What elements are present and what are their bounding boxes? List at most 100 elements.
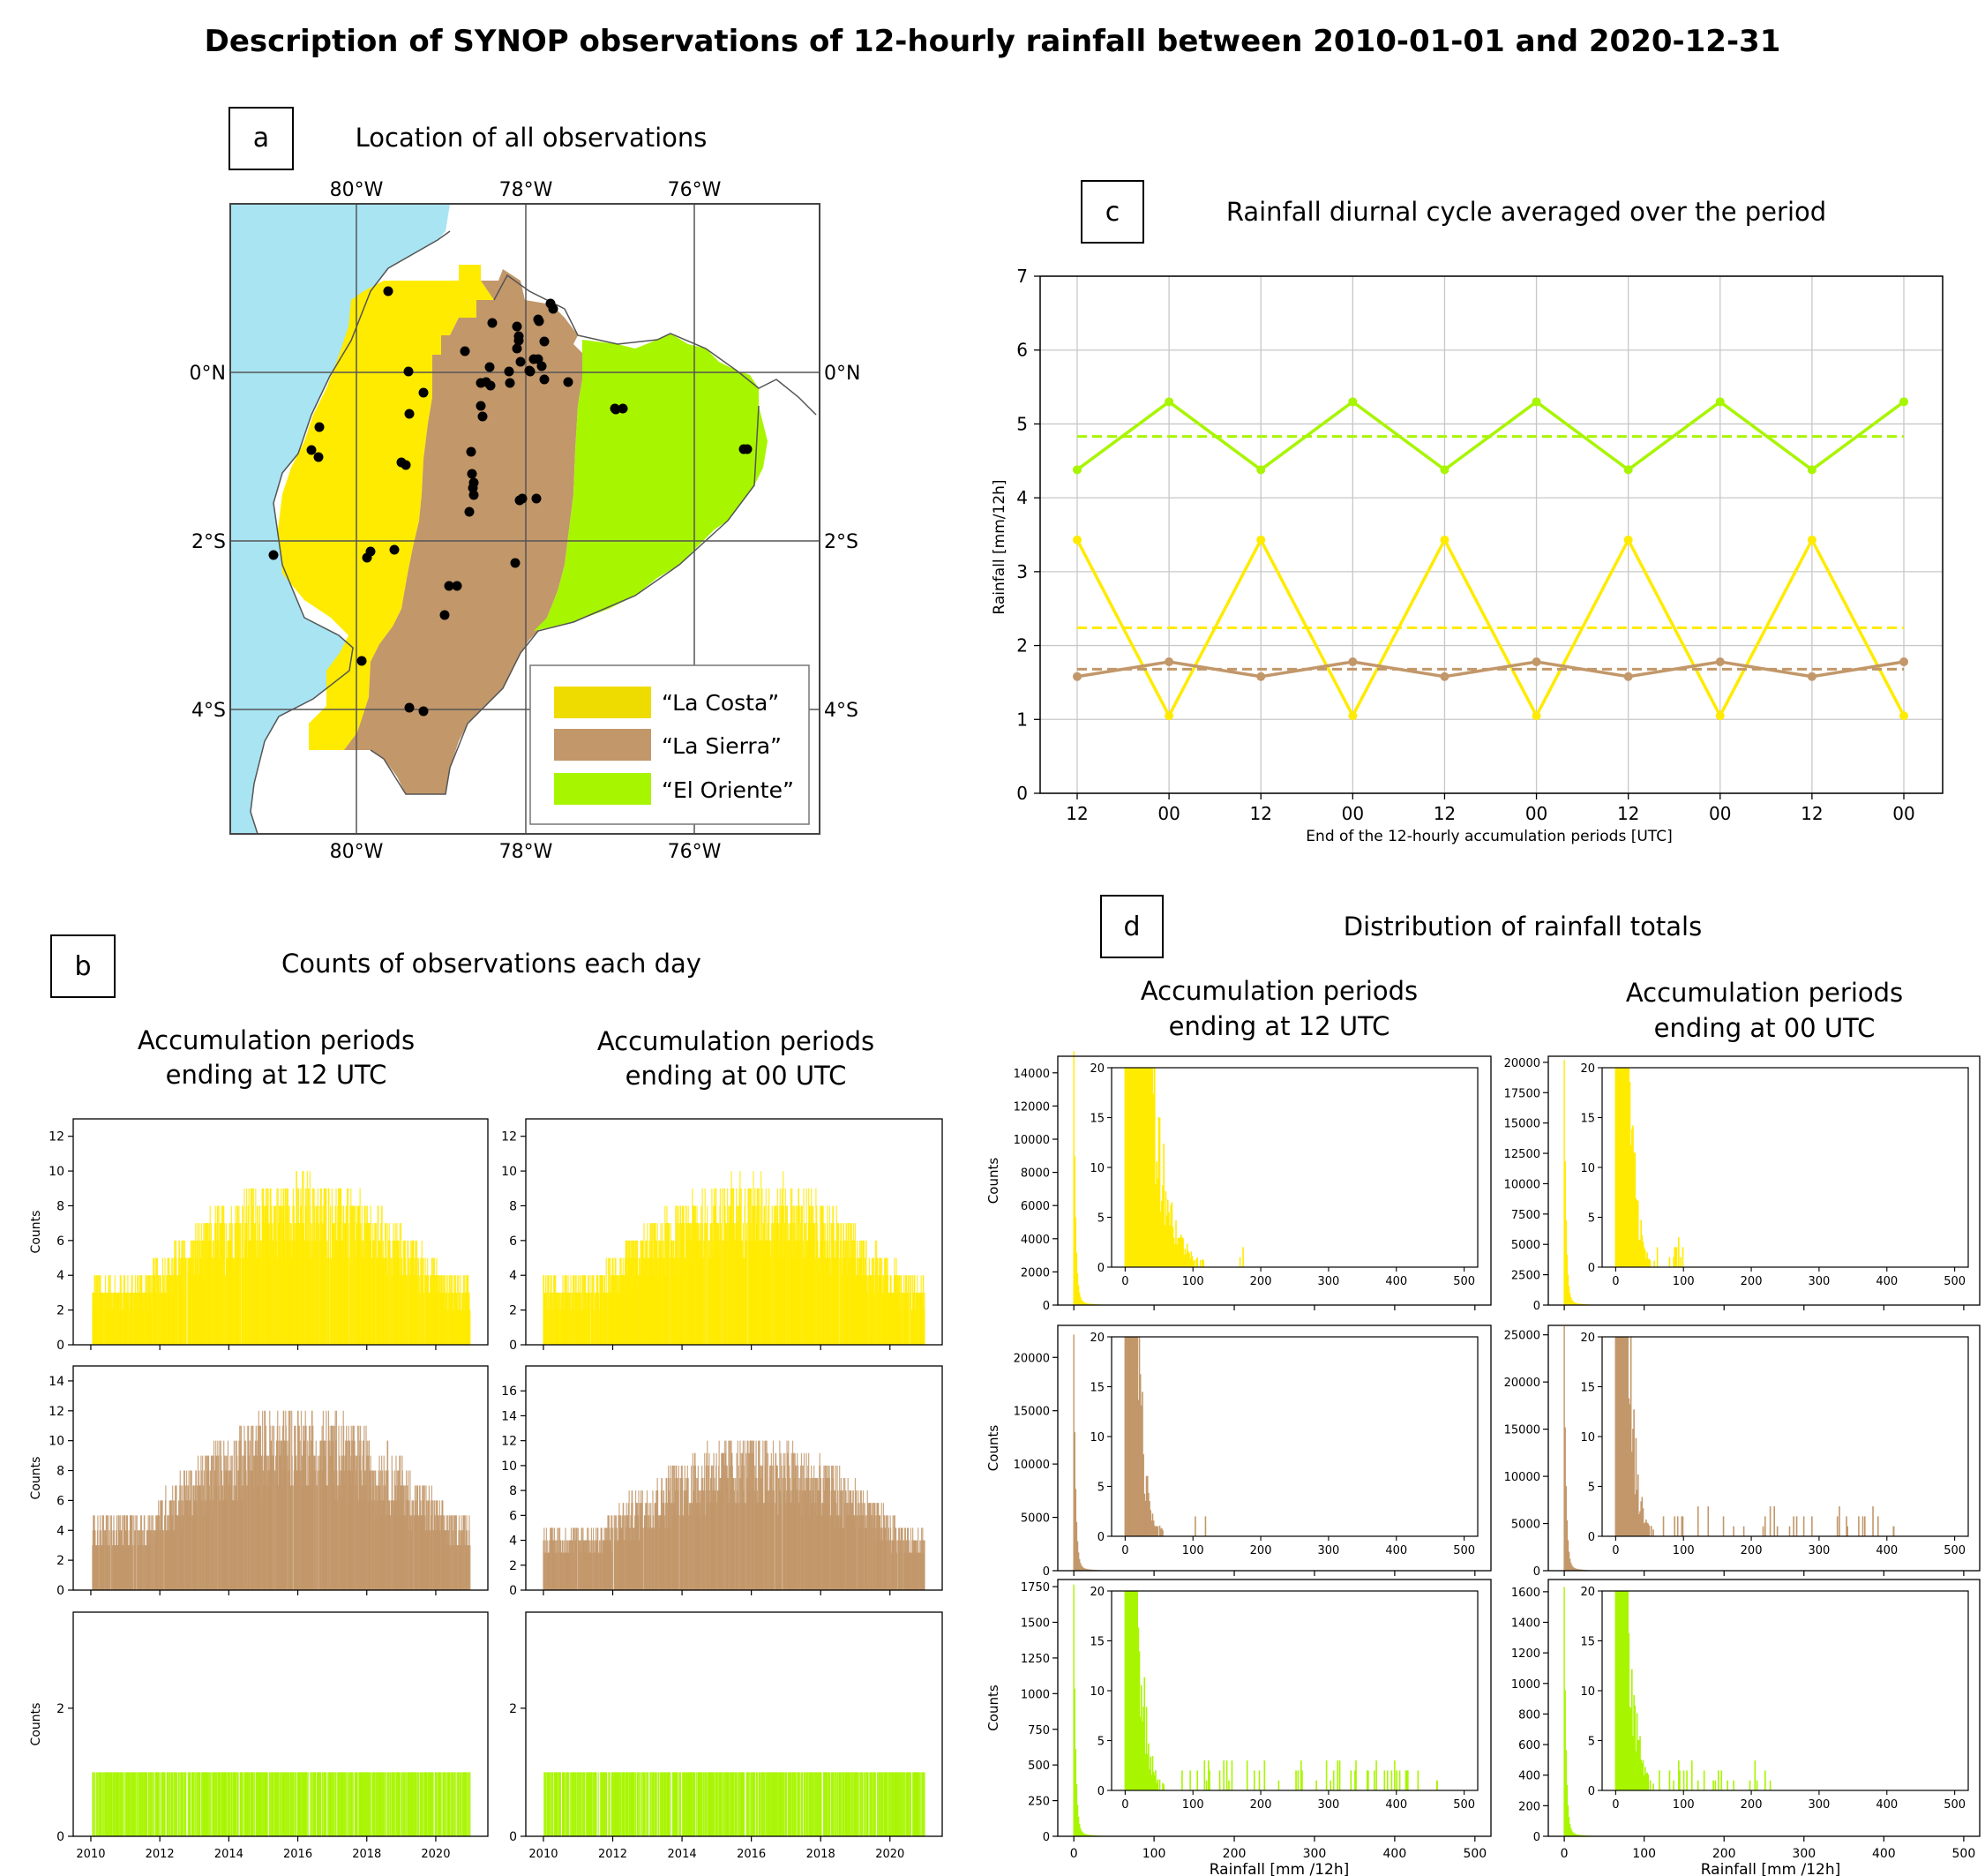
region-sierra [344,269,582,794]
panel-b-title: Counts of observations each day [281,949,701,979]
counts-chart-sierra-00utc: 0 2 4 6 8 10 12 14 16 [501,1365,943,1598]
station-marker [548,304,558,314]
legend-swatch-oriente [554,773,651,805]
counts-y-tick-label: 8 [56,1199,64,1213]
chart-c-x-tick-label: 00 [1892,803,1914,824]
counts-y-tick-label: 2 [509,1559,517,1573]
map-lat-label-right-2: 2°S [824,531,858,553]
counts-y-tick-label: 6 [509,1509,517,1523]
panel-a-letter-box [228,107,294,170]
panel-b-col2-title-2: ending at 00 UTC [625,1061,847,1091]
counts-x-tick-label: 2012 [146,1848,175,1861]
panel-b-col2-title-1: Accumulation periods [597,1026,874,1056]
chart-c-point-oriente [1073,465,1082,475]
chart-c-point-sierra [1532,657,1541,666]
chart-c-point-sierra [1440,672,1449,681]
counts-x-tick-label: 2020 [421,1848,450,1861]
station-marker [477,411,488,422]
counts-frame [525,1118,943,1346]
chart-c-point-oriente [1807,465,1816,475]
legend-swatch-costa [554,687,651,718]
chart-c-point-sierra [1073,672,1082,681]
counts-y-tick-label: 10 [49,1435,64,1449]
map-lon-label-top-2: 78°W [499,179,553,201]
map-lon-label-top-1: 80°W [330,179,384,201]
chart-c-point-costa [1899,711,1908,721]
chart-c-point-oriente [1165,397,1174,407]
counts-y-tick-label: 2 [509,1304,517,1318]
chart-c-y-tick-label: 0 [1016,783,1028,804]
panel-b: b Counts of observations each day Accumu… [29,934,943,1861]
legend-label-sierra: “La Sierra” [662,733,782,759]
counts-ylabel: Counts [29,1211,43,1254]
chart-c-point-costa [1715,711,1725,721]
counts-y-tick-label: 6 [56,1494,64,1508]
station-marker [517,493,528,504]
chart-c-point-oriente [1899,397,1908,407]
station-marker [513,331,524,341]
counts-ylabel: Counts [29,1703,43,1746]
station-marker [515,356,526,367]
panel-a-title: Location of all observations [356,123,708,153]
counts-y-tick-label: 14 [49,1375,64,1389]
counts-y-tick-label: 8 [56,1465,64,1479]
counts-y-tick-label: 6 [56,1234,64,1249]
counts-frame [72,1118,489,1346]
chart-c-point-sierra [1256,672,1266,681]
station-marker [306,445,317,455]
map-frame [229,203,820,835]
counts-y-tick-label: 0 [56,1339,64,1353]
panel-c-letter: c [1105,197,1120,228]
daily-counts-charts: 0 2 4 6 8 10 12 Counts 0 2 4 6 8 10 12 0 2 4 6 8 10 12 14 Count… [29,1118,943,1861]
counts-y-tick-label: 2 [56,1702,64,1716]
station-marker [444,581,454,591]
counts-y-tick-label: 10 [49,1165,64,1179]
chart-c-y-tick-label: 5 [1016,413,1028,434]
counts-y-tick-label: 2 [56,1304,64,1318]
counts-y-tick-label: 4 [56,1524,64,1538]
panel-b-col1-title-1: Accumulation periods [138,1025,415,1055]
panel-b-col1-title-2: ending at 12 UTC [166,1060,387,1090]
station-marker [510,558,521,568]
counts-y-tick-label: 10 [501,1460,517,1474]
station-marker [404,409,415,419]
map-lat-label-left-1: 0°N [190,363,226,385]
counts-y-tick-label: 0 [56,1584,64,1598]
station-marker [504,366,514,377]
chart-c-y-tick-label: 3 [1016,561,1028,582]
chart-c-series-line-costa [1075,537,1906,719]
station-marker [534,316,544,326]
chart-c-y-tick-label: 6 [1016,340,1028,361]
chart-c-x-tick-label: 00 [1157,803,1180,824]
chart-c-x-tick-label: 00 [1525,803,1547,824]
chart-c-point-oriente [1623,465,1633,475]
chart-c-point-costa [1532,711,1541,721]
station-markers [268,286,753,717]
panel-a-letter: a [253,123,269,154]
counts-y-tick-label: 8 [509,1484,517,1498]
chart-c-x-tick-label: 12 [1617,803,1639,824]
chart-c-point-sierra [1715,657,1725,666]
counts-x-tick-label: 2014 [214,1848,243,1861]
map-lon-label-top-3: 76°W [668,179,722,201]
station-marker [356,656,367,666]
map-lat-label-left-2: 2°S [191,531,226,553]
counts-y-tick-label: 10 [501,1165,517,1179]
station-marker [464,507,475,517]
chart-c-point-oriente [1715,397,1725,407]
counts-y-tick-label: 0 [509,1584,517,1598]
chart-c-point-oriente [1256,465,1266,475]
counts-frame [72,1365,489,1591]
station-marker [404,702,415,713]
legend-swatch-sierra [554,729,651,761]
chart-c-y-tick-label: 4 [1016,487,1028,508]
chart-c-y-tick-label: 2 [1016,635,1028,657]
panel-c-letter-box [1081,180,1144,244]
counts-ylabel: Counts [29,1457,43,1500]
panel-c-ylabel: Rainfall [mm/12h] [991,479,1008,614]
counts-y-tick-label: 4 [509,1269,517,1283]
counts-frame [525,1365,943,1591]
map-lat-label-right-1: 0°N [824,363,860,385]
station-marker [401,460,411,470]
